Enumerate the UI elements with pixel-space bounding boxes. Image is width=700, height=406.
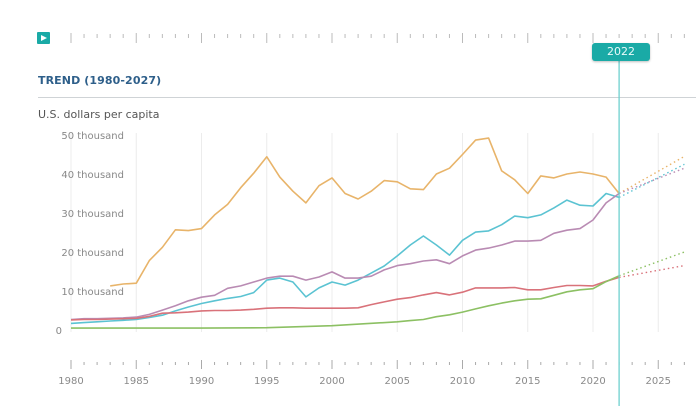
x-tick-label: 1985 (124, 376, 149, 387)
timeline-ticks (70, 33, 685, 43)
y-axis: 0 10 thousand 20 thousand 30 thousand 40 tho… (56, 131, 124, 337)
y-tick-label: 0 (56, 326, 62, 337)
x-tick-label: 1980 (58, 376, 83, 387)
x-tick-label: 2015 (515, 376, 540, 387)
x-tick-label: 2020 (580, 376, 605, 387)
x-tick-label: 1995 (254, 376, 279, 387)
selected-year-badge[interactable]: 2022 (592, 43, 650, 61)
x-tick-label: 2025 (646, 376, 671, 387)
x-tick-label: 2010 (450, 376, 475, 387)
x-axis: 1980 1985 1990 1995 2000 2005 2010 2015 2020 2025 (58, 360, 685, 387)
section-title: TREND (1980-2027) (38, 74, 162, 87)
grid (70, 133, 659, 332)
y-tick-label: 20 thousand (61, 248, 124, 259)
series-teal-line (70, 192, 620, 325)
x-tick-label: 1990 (189, 376, 214, 387)
timeline-slider[interactable] (0, 0, 700, 70)
y-tick-label: 50 thousand (61, 131, 124, 142)
section-divider (38, 97, 696, 98)
series-red-forecast (618, 264, 685, 279)
x-tick-label: 2000 (319, 376, 344, 387)
play-icon[interactable] (37, 32, 50, 44)
y-tick-label: 40 thousand (61, 170, 124, 181)
x-tick-label: 2005 (385, 376, 410, 387)
y-tick-label: 30 thousand (61, 209, 124, 220)
y-tick-label: 10 thousand (61, 287, 124, 298)
series-teal-forecast (618, 163, 685, 199)
series-green-forecast (618, 251, 685, 277)
series-group (70, 137, 685, 329)
series-green-line (71, 275, 620, 329)
series-red-line (70, 276, 620, 321)
series-orange-line (110, 137, 620, 287)
series-orange-forecast (618, 155, 685, 195)
series-purple-line (70, 192, 620, 321)
y-axis-unit-label: U.S. dollars per capita (38, 108, 160, 121)
